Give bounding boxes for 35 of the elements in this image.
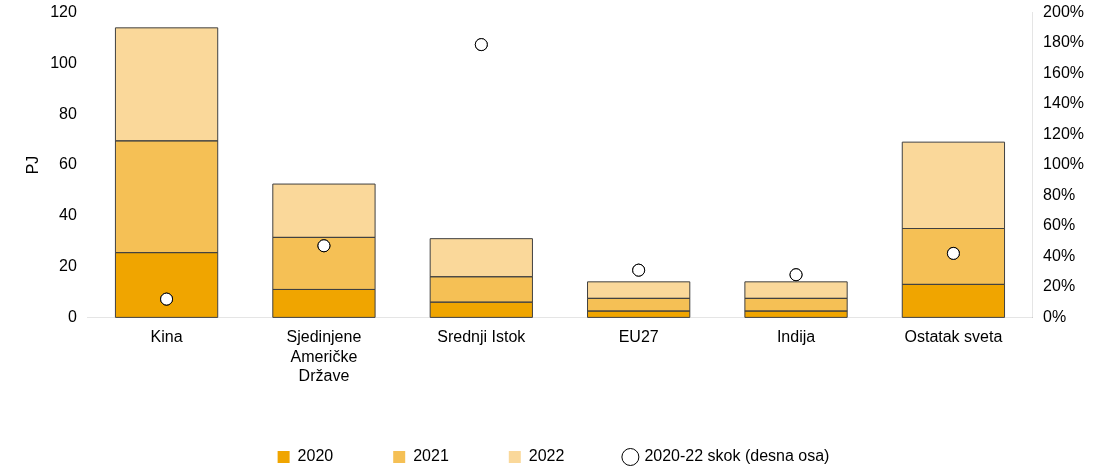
y2-tick-label: 80% [1043,185,1076,203]
x-tick-label: Ostatak sveta [904,328,1003,346]
y2-tick-label: 160% [1043,63,1084,81]
y-tick-label: 120 [50,3,77,21]
y2-tick-label: 120% [1043,124,1084,142]
legend-label: 2022 [528,447,565,465]
y2-tick-label: 180% [1043,33,1084,51]
x-tick-label: Sjedinjene Američke Države [286,328,362,384]
legend-label: 2021 [413,447,449,465]
point [160,292,174,306]
y-tick-label: 0 [67,307,77,325]
point [789,268,803,282]
point [317,239,331,253]
y2-tick-label: 200% [1043,3,1084,21]
y-tick-label: 40 [59,206,77,224]
y-tick-label: 60 [59,155,77,173]
y2-tick-label: 0% [1043,307,1067,325]
x-tick-label: Srednji Istok [437,328,527,346]
y2-tick-label: 100% [1043,155,1084,173]
point [474,38,488,52]
x-tick-label: Kina [150,328,183,346]
y-tick-label: 20 [59,257,77,275]
y2-tick-label: 40% [1043,246,1076,264]
y-axis-title: PJ [24,155,42,175]
y2-tick-label: 60% [1043,216,1076,234]
y2-tick-label: 20% [1043,277,1076,295]
point [632,263,646,277]
x-tick-label: Indija [776,328,816,346]
legend-label: 2020 [297,447,334,465]
x-tick-label: EU27 [618,328,659,346]
y2-tick-label: 140% [1043,94,1084,112]
y-tick-label: 100 [50,53,77,71]
y-tick-label: 80 [59,104,77,122]
point [946,246,960,260]
legend-label: 2020-22 skok (desna osa) [644,447,830,465]
